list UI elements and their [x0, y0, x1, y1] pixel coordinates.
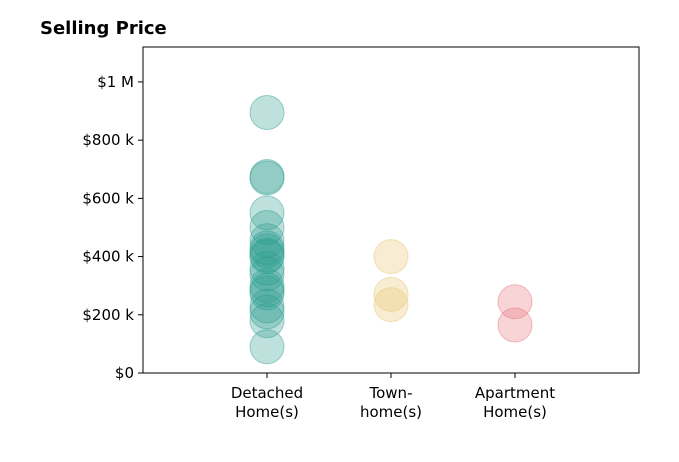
data-point — [249, 268, 285, 304]
chart-title: Selling Price — [40, 18, 167, 39]
data-point — [497, 284, 533, 320]
data-point — [249, 209, 285, 245]
data-point — [249, 250, 285, 286]
data-point — [249, 237, 285, 273]
y-tick-label: $600 k — [82, 189, 134, 207]
data-point — [249, 233, 285, 269]
data-point — [249, 329, 285, 365]
x-tick-label: Detached — [231, 384, 303, 402]
y-tick-label: $400 k — [82, 248, 134, 266]
y-axis: $0 $200 k $400 k $600 k $800 k $1 M — [82, 73, 143, 382]
y-tick-label: $1 M — [97, 73, 134, 91]
data-point — [249, 230, 285, 266]
data-point — [249, 239, 285, 275]
x-tick-label: Home(s) — [235, 403, 299, 421]
data-point — [249, 272, 285, 308]
y-tick-label: $0 — [115, 364, 134, 382]
x-tick-label: home(s) — [360, 403, 422, 421]
data-point — [249, 223, 285, 259]
data-point — [249, 94, 285, 130]
data-point — [249, 294, 285, 330]
y-tick-label: $800 k — [82, 131, 134, 149]
x-axis: DetachedHome(s)Town-home(s)ApartmentHome… — [231, 373, 555, 421]
data-point — [373, 276, 409, 312]
data-point — [249, 160, 285, 196]
plot-frame — [142, 46, 640, 374]
data-point — [497, 307, 533, 343]
data-point — [373, 239, 409, 275]
data-point — [249, 303, 285, 339]
x-tick-label: Town- — [369, 384, 413, 402]
x-tick-label: Apartment — [475, 384, 555, 402]
data-point — [249, 195, 285, 231]
data-point — [249, 275, 285, 311]
data-point — [249, 288, 285, 324]
data-points — [249, 94, 533, 365]
data-point — [249, 159, 285, 195]
data-point — [373, 287, 409, 323]
y-tick-label: $200 k — [82, 306, 134, 324]
x-tick-label: Home(s) — [483, 403, 547, 421]
data-point — [249, 256, 285, 292]
